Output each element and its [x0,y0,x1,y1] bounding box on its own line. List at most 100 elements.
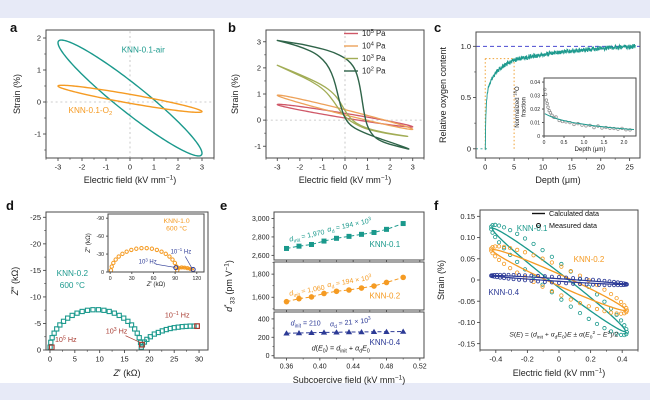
svg-text:-30: -30 [97,252,105,258]
svg-text:0.36: 0.36 [280,364,294,371]
svg-text:30: 30 [129,276,135,282]
svg-text:103 Hz: 103 Hz [106,327,128,336]
axis-frame: -3 -2 -1 0 1 2 3 -1 0 1 2 [34,29,215,172]
svg-text:0: 0 [101,270,104,276]
svg-text:102 Pa: 102 Pa [362,67,386,76]
svg-text:3,000: 3,000 [252,216,270,223]
panel-b: b -3 -2 -1 0 1 2 3 -1 0 1 2 3 Electric field (kV mm−… [226,20,432,198]
svg-text:0.48: 0.48 [380,364,394,371]
svg-text:Relative oxygen content: Relative oxygen content [438,46,448,143]
svg-text:KNN-0.1-air: KNN-0.1-air [122,45,165,54]
svg-text:2: 2 [176,163,180,172]
svg-text:15: 15 [120,355,128,364]
svg-text:1: 1 [257,90,261,99]
series-knn-0.1-air [57,39,203,157]
svg-text:-0.10: -0.10 [458,318,475,327]
svg-text:KNN-0.4: KNN-0.4 [488,288,519,297]
svg-text:-20: -20 [30,239,41,248]
svg-text:KNN-0.4: KNN-0.4 [369,338,400,347]
svg-text:0.15: 0.15 [460,212,475,221]
svg-text:-5: -5 [34,319,41,328]
svg-text:-10: -10 [30,293,41,302]
svg-text:1,800: 1,800 [252,272,270,279]
svg-text:-0.4: -0.4 [489,355,502,364]
series-knn-0.2-d33 [283,274,406,305]
svg-text:0: 0 [537,134,540,140]
svg-text:0: 0 [343,163,347,172]
svg-text:0.5: 0.5 [561,140,568,146]
svg-text:10−1 Hz: 10−1 Hz [171,247,192,255]
svg-text:3: 3 [257,37,261,46]
series-knn-0.1-o2 [57,84,203,114]
panel-a: a -3 -2 -1 0 1 2 3 -1 0 1 2 Electric field (kV mm−1… [8,20,222,198]
svg-text:20: 20 [597,163,605,172]
svg-text:1: 1 [37,66,41,75]
series-connector-1e3hz [125,335,141,343]
series-knn-0.1-measured [489,222,630,338]
svg-text:dinit = 1,060: dinit = 1,060 [289,285,326,300]
panel-b-chart: -3 -2 -1 0 1 2 3 -1 0 1 2 3 Electric field (kV mm−1)… [230,29,425,185]
svg-text:-0.05: -0.05 [458,297,475,306]
svg-text:0.2: 0.2 [585,355,595,364]
svg-text:0: 0 [37,98,41,107]
svg-text:-1: -1 [254,142,261,151]
series-1e3-pa [276,64,409,138]
panel-f-chart: -0.4 -0.2 0 0.2 0.4 -0.15 -0.10 -0.05 0 0.05 0.10 0… [436,209,639,378]
axis-frame: 0 5 10 15 20 25 30 0 -5 -10 -15 -20 -25 [30,211,209,364]
svg-text:Depth (μm): Depth (μm) [574,146,605,153]
axis-frame: -0.4 -0.2 0 0.2 0.4 -0.15 -0.10 -0.05 0 0.05 0.10 0… [458,209,639,364]
svg-text:1: 1 [152,163,156,172]
svg-text:Z″ (kΩ): Z″ (kΩ) [85,233,92,254]
svg-text:0: 0 [266,353,270,360]
panel-a-letter: a [10,20,18,35]
svg-text:10: 10 [539,163,547,172]
series-1e2-pa [276,39,410,150]
svg-text:2.0: 2.0 [621,140,628,146]
svg-text:2: 2 [257,64,261,73]
panel-f-letter: f [434,198,439,213]
panel-d-chart: 0 5 10 15 20 25 30 0 -5 -10 -15 -20 -25 Z′ (kΩ) Z″ (kΩ… [10,211,209,378]
svg-text:Subcoercive field (kV mm−1): Subcoercive field (kV mm−1) [293,375,405,385]
svg-text:3: 3 [200,163,204,172]
svg-text:10: 10 [95,355,103,364]
panel-c: c 0 5 10 15 20 25 0 0.5 1.0 Depth (μm) Relative ox… [432,20,648,198]
svg-text:KNN-0.2: KNN-0.2 [57,269,89,278]
axis-frame: -3 -2 -1 0 1 2 3 -1 0 1 2 3 [254,29,425,172]
svg-text:S(E) = (dinit + αdE0)E ± α(E02: S(E) = (dinit + αdE0)E ± α(E02 − E2)/2 [509,330,618,340]
svg-text:-60: -60 [97,234,105,240]
svg-text:KNN-0.1: KNN-0.1 [369,240,400,249]
svg-text:3: 3 [411,163,415,172]
svg-text:120: 120 [192,276,201,282]
svg-text:104 Pa: 104 Pa [362,42,386,51]
svg-text:60: 60 [151,276,157,282]
panel-c-letter: c [434,20,442,35]
series-knn-1.0-tail-points [176,265,193,271]
svg-text:0.01: 0.01 [530,120,540,126]
svg-text:Electric field (kV mm−1): Electric field (kV mm−1) [84,175,176,185]
svg-text:-1: -1 [103,163,110,172]
series-knn-0.2-arc2 [139,323,197,348]
svg-text:10−1 Hz: 10−1 Hz [165,311,190,320]
svg-text:30: 30 [195,355,203,364]
panel-f: f -0.4 -0.2 0 0.2 0.4 -0.15 -0.10 -0.05 0 0.05 0.1… [432,198,648,392]
svg-text:0: 0 [109,276,112,282]
svg-text:0: 0 [471,276,475,285]
svg-text:1.0: 1.0 [461,42,471,51]
svg-text:Strain (%): Strain (%) [12,74,22,114]
series-1e4-pa [276,94,414,131]
svg-text:Calculated data: Calculated data [549,209,599,218]
series-inset-connector-1e3hz [155,263,174,268]
svg-text:Z′ (kΩ): Z′ (kΩ) [113,368,141,378]
svg-text:αd = 21 × 103: αd = 21 × 103 [330,316,372,331]
svg-text:103 Hz: 103 Hz [139,257,157,265]
svg-text:2: 2 [388,163,392,172]
panel-d: d 0 5 10 15 20 25 30 0 -5 -10 -15 -20 -25 Z′ (kΩ) Z″ (… [4,198,218,392]
svg-text:0: 0 [37,346,41,355]
svg-text:0: 0 [128,163,132,172]
svg-text:0.03: 0.03 [530,93,540,99]
svg-text:1,600: 1,600 [252,295,270,302]
svg-text:0.05: 0.05 [460,254,475,263]
svg-text:90: 90 [172,276,178,282]
